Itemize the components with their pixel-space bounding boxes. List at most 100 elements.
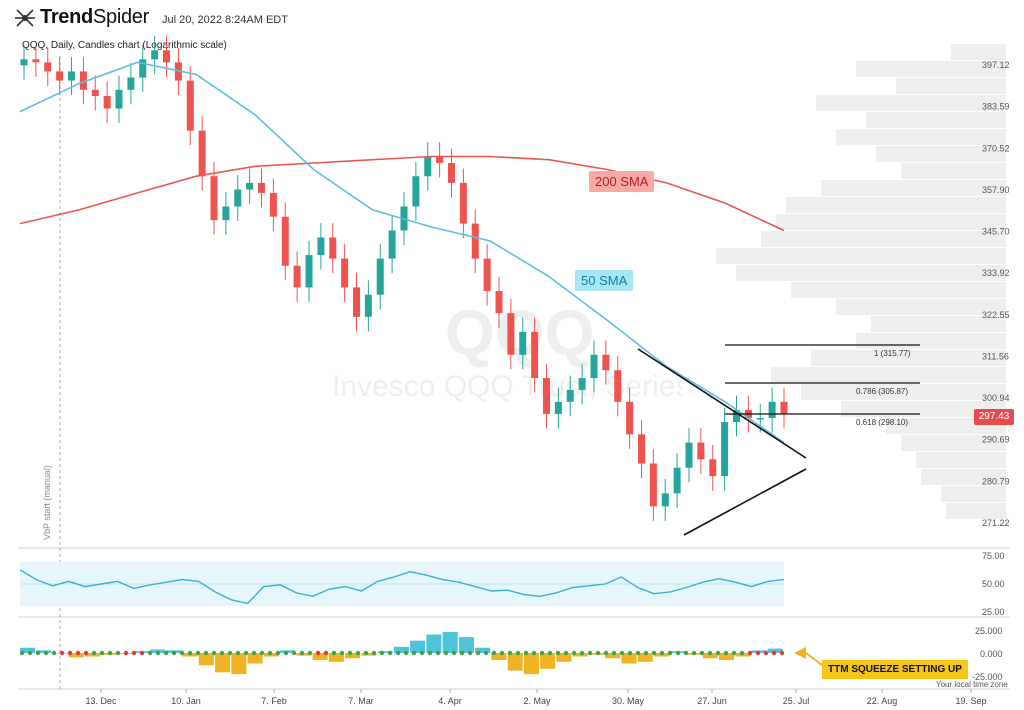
squeeze-dot [467, 650, 473, 656]
squeeze-bar [491, 653, 507, 661]
squeeze-dot [131, 650, 137, 656]
squeeze-bar [572, 653, 588, 657]
candle-body [222, 206, 230, 221]
squeeze-bar [702, 653, 718, 659]
vbp-bar [716, 248, 1006, 264]
sma50-annotation[interactable]: 50 SMA [575, 270, 634, 291]
candle-body [614, 370, 622, 402]
price-tick-label: 311.56 [982, 351, 1009, 361]
candle-body [68, 71, 75, 81]
price-tick-label: 383.59 [982, 102, 1010, 112]
squeeze-dot [387, 650, 393, 656]
sma200-annotation[interactable]: 200 SMA [589, 171, 655, 192]
candle-body [163, 50, 170, 63]
squeeze-dot [315, 650, 321, 656]
squeeze-bar [231, 653, 247, 675]
rsi-tick: 75.00 [982, 551, 1005, 561]
squeeze-bar [410, 640, 426, 653]
vbp-bar [841, 401, 1006, 417]
date-tick-label: 22. Aug [867, 696, 898, 706]
squeeze-dot [51, 650, 57, 656]
rsi-tick: 50.00 [982, 579, 1005, 589]
vbp-bar [836, 129, 1006, 145]
trendline-upper[interactable] [637, 348, 807, 459]
price-tick-label: 300.94 [982, 393, 1010, 403]
squeeze-dot [379, 650, 385, 656]
squeeze-dot [259, 650, 265, 656]
vbp-bar [811, 350, 1006, 366]
vbp-bar [866, 112, 1006, 128]
candle-body [519, 331, 527, 355]
squeeze-dot [59, 650, 65, 656]
candles [20, 36, 788, 521]
squeeze-dot [195, 650, 201, 656]
candle-body [56, 71, 64, 81]
squeeze-bar [296, 653, 312, 656]
squeeze-dot [27, 650, 33, 656]
squeeze-dot [771, 650, 777, 656]
squeeze-dot [419, 650, 425, 656]
candle-body [210, 176, 218, 221]
squeeze-dot [227, 650, 233, 656]
squeeze-bar [621, 653, 637, 664]
candle-body [590, 354, 598, 379]
squeeze-dot [555, 650, 561, 656]
squeeze-dot [411, 650, 417, 656]
fib-levels[interactable]: 1 (315.77) 0.786 (305.87) 0.618 (298.10) [725, 344, 920, 427]
squeeze-dot [579, 650, 585, 656]
candle-body [103, 96, 111, 109]
ttm-squeeze-callout[interactable]: TTM SQUEEZE SETTING UP [822, 660, 968, 679]
candle-body [353, 287, 360, 317]
squeeze-dot [291, 650, 297, 656]
squeeze-dot [435, 650, 441, 656]
squeeze-dot [723, 650, 729, 656]
squeeze-dot [123, 650, 129, 656]
candle-body [566, 389, 574, 402]
price-tick-label: 345.70 [982, 227, 1010, 237]
squeeze-bar [605, 653, 621, 659]
candle-body [578, 378, 586, 390]
squeeze-dot [547, 650, 553, 656]
price-tick-label: 397.12 [982, 60, 1010, 70]
squeeze-dot [563, 650, 569, 656]
squeeze-dot [683, 650, 689, 656]
candle-body [376, 258, 384, 295]
vbp-bar [771, 367, 1006, 383]
squeeze-tick: 0.000 [980, 649, 1003, 659]
squeeze-bar [263, 653, 279, 657]
squeeze-dot [531, 650, 537, 656]
vbp-bar [856, 333, 1006, 349]
squeeze-dot [347, 650, 353, 656]
vbp-bar [786, 197, 1006, 213]
price-axis: 397.12 383.59 370.52 357.90 345.70 333.92 322.… [982, 60, 1010, 528]
squeeze-dot [539, 650, 545, 656]
squeeze-dot [115, 650, 121, 656]
candle-body [543, 378, 550, 414]
candle-body [531, 331, 539, 379]
vbp-bar [876, 146, 1006, 162]
date-tick-label: 2. May [523, 696, 551, 706]
candle-body [685, 442, 693, 468]
vbp-bar [801, 384, 1006, 400]
squeeze-tick: 25.000 [975, 626, 1003, 636]
squeeze-bar [458, 637, 474, 653]
squeeze-dot [515, 650, 521, 656]
price-tick-label: 357.90 [982, 185, 1010, 195]
squeeze-dot [587, 650, 593, 656]
candle-body [602, 354, 610, 371]
squeeze-dot [323, 650, 329, 656]
candle-body [20, 59, 28, 66]
squeeze-dot [235, 650, 241, 656]
squeeze-bar [426, 634, 442, 653]
date-tick-label: 27. Jun [697, 696, 727, 706]
squeeze-dot [499, 650, 505, 656]
trendline-lower[interactable] [683, 468, 807, 536]
squeeze-bar [540, 653, 556, 669]
date-tick-label: 10. Jan [171, 696, 201, 706]
squeeze-bar [718, 653, 735, 661]
squeeze-dot [91, 650, 97, 656]
squeeze-dot [691, 650, 697, 656]
squeeze-bar [361, 653, 377, 656]
vbp-bar [901, 163, 1006, 179]
